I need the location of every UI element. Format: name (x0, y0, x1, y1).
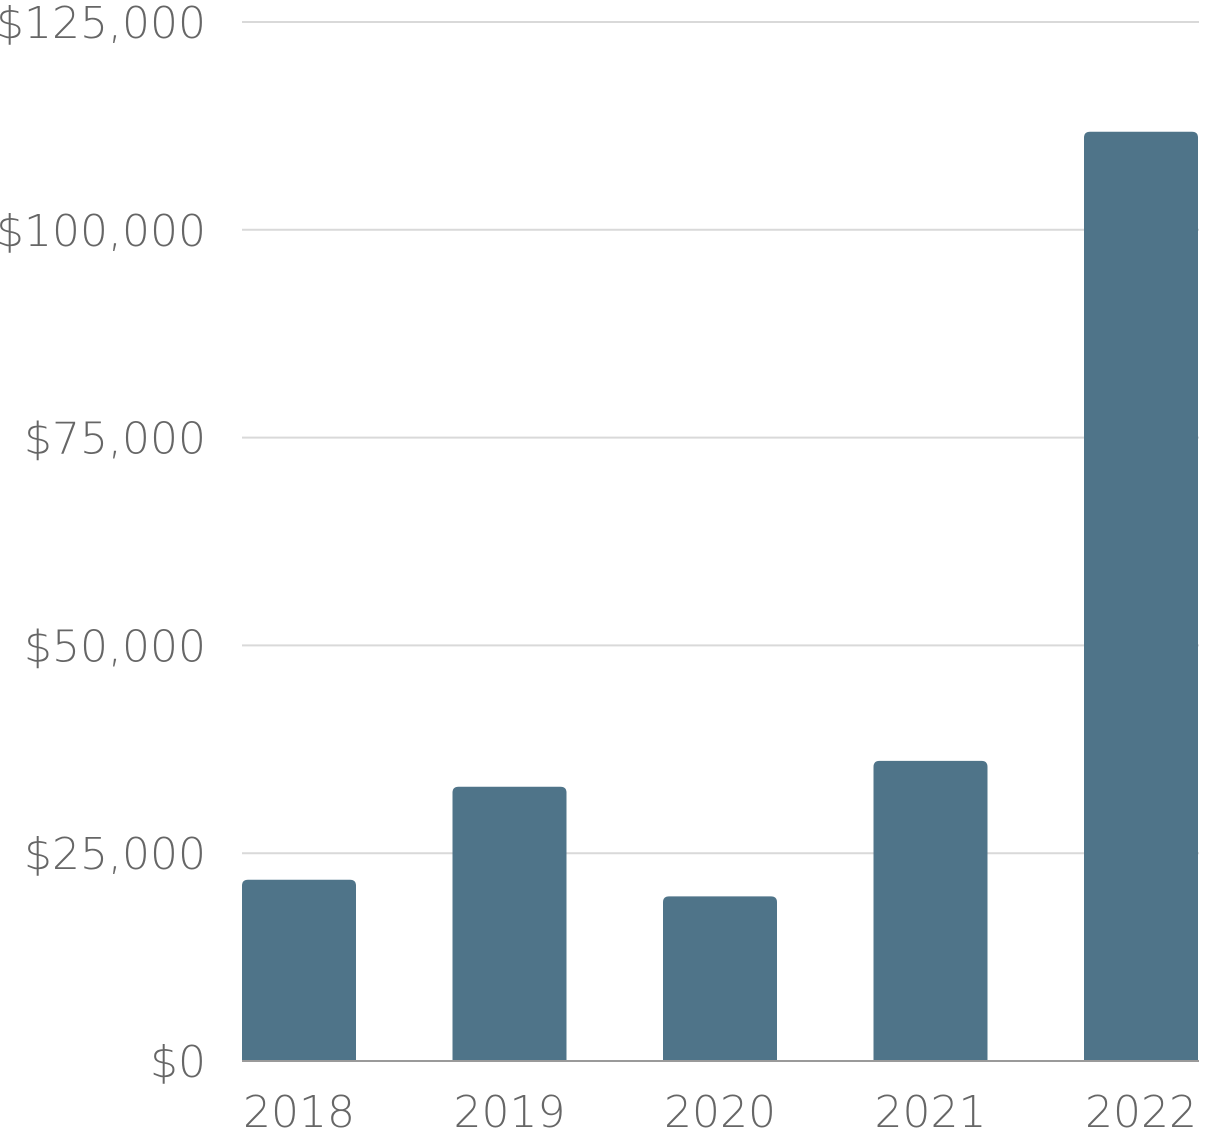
bar-2022 (1084, 131, 1198, 1062)
bar-2018 (242, 879, 356, 1061)
x-tick-label: 2020 (664, 1087, 776, 1138)
x-axis-tick-labels: 2018 2019 2020 2021 2022 (243, 1087, 1197, 1138)
y-tick-label: $125,000 (0, 0, 206, 49)
bar-2021 (873, 760, 988, 1061)
x-tick-label: 2019 (454, 1087, 566, 1138)
y-tick-label: $25,000 (24, 829, 206, 880)
bar-2020 (663, 896, 777, 1061)
y-tick-label: $100,000 (0, 206, 206, 257)
x-tick-label: 2022 (1085, 1087, 1197, 1138)
x-tick-label: 2021 (875, 1087, 987, 1138)
gridlines (242, 21, 1199, 855)
x-tick-label: 2018 (243, 1087, 355, 1138)
bar-2019 (452, 786, 567, 1061)
y-axis-tick-labels: $0 $25,000 $50,000 $75,000 $100,000 $125,000 (0, 0, 206, 1088)
bars (242, 131, 1198, 1062)
y-tick-label: $0 (150, 1037, 206, 1088)
y-tick-label: $75,000 (24, 414, 206, 465)
y-tick-label: $50,000 (24, 621, 206, 672)
